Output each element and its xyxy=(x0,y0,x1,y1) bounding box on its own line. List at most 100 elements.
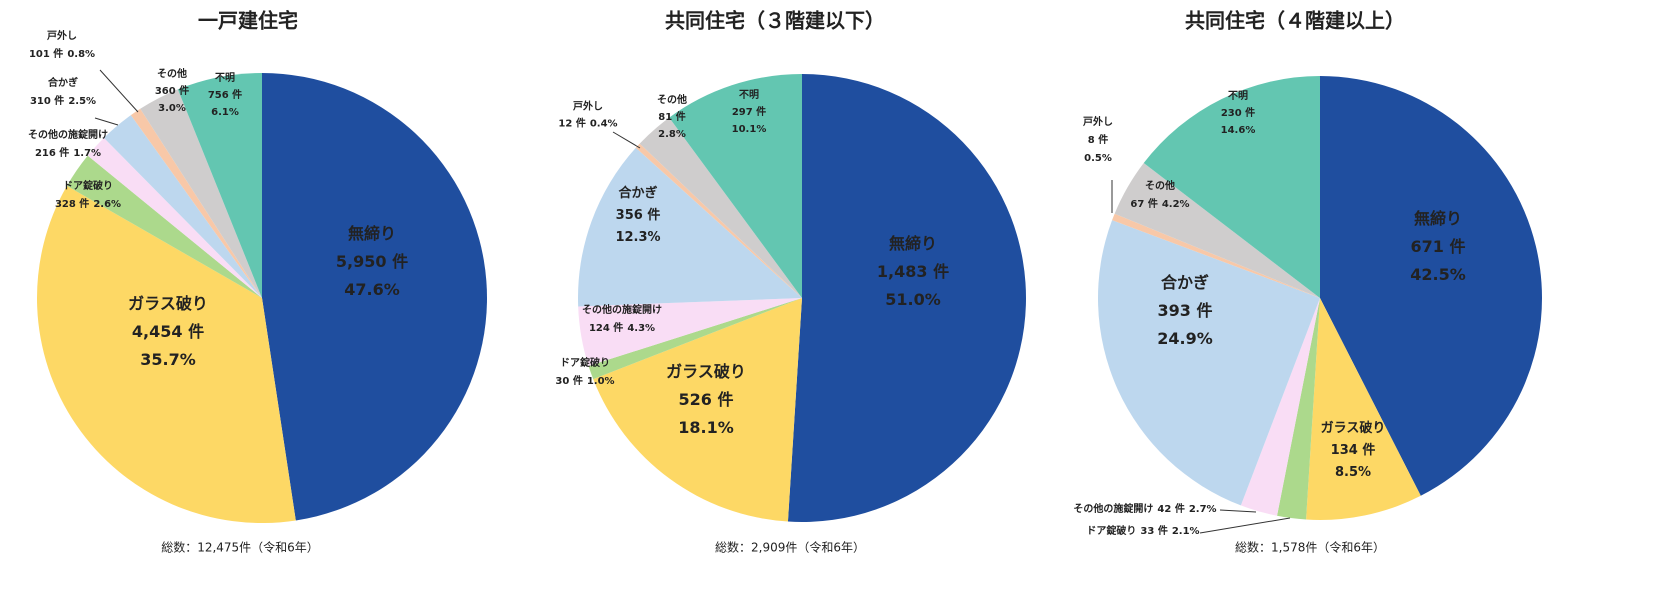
label-part: 67 件 xyxy=(1130,197,1157,210)
slice-label: 合かぎ xyxy=(1161,273,1209,292)
chart-title: 共同住宅（３階建以下） xyxy=(665,9,885,33)
label-part: その他の施錠開け xyxy=(28,128,108,141)
slice-label: 合かぎ xyxy=(47,76,78,89)
label-part: 不明 xyxy=(739,89,759,101)
pie-slice xyxy=(578,298,802,366)
label-part: 無締り xyxy=(1414,209,1462,228)
pie-slice xyxy=(787,74,1027,522)
pie-slice xyxy=(588,298,802,380)
label-part: 合かぎ xyxy=(618,185,657,201)
slice-label: 297 件 xyxy=(732,105,766,118)
label-part: 2.6% xyxy=(93,199,121,210)
label-part: 230 件 xyxy=(1221,106,1255,119)
label-part: その他 xyxy=(1145,179,1175,192)
slice-label: 24.9% xyxy=(1157,329,1213,348)
slice-label: 0.5% xyxy=(1084,153,1112,164)
slice-label: 360 件 xyxy=(155,84,189,97)
pie-slice xyxy=(1277,298,1320,520)
slice-label: 3.0% xyxy=(158,103,186,114)
pie-slice xyxy=(1240,298,1320,516)
slice-label: 無締り xyxy=(348,224,396,243)
pie-slice xyxy=(669,74,802,298)
slice-label: ドア錠破り xyxy=(560,356,610,369)
label-part: 47.6% xyxy=(344,280,400,299)
label-part: 30 件 xyxy=(555,374,582,387)
slice-label: 不明 xyxy=(1228,90,1248,102)
pie-slice xyxy=(1112,213,1320,298)
label-part: ドア錠破り xyxy=(63,179,113,192)
slice-label: 134 件 xyxy=(1331,442,1376,458)
label-part: 2.1% xyxy=(1172,526,1200,537)
label-part: 0.8% xyxy=(67,49,95,60)
label-part: 756 件 xyxy=(208,88,242,101)
label-part: 戸外し xyxy=(1083,115,1113,128)
label-part: 526 件 xyxy=(679,390,734,409)
label-part: 0.5% xyxy=(1084,153,1112,164)
label-part: 4,454 件 xyxy=(132,322,204,341)
label-part: 10.1% xyxy=(732,124,767,135)
slice-label: ガラス破り xyxy=(128,294,208,313)
slice-label: 356 件 xyxy=(616,207,661,223)
label-part: 0.4% xyxy=(590,119,618,130)
slice-label: 10.1% xyxy=(732,124,767,135)
slice-label: 6.1% xyxy=(211,107,239,118)
label-part: ガラス破り xyxy=(1321,420,1386,436)
slice-label: 12 件 0.4% xyxy=(558,117,617,130)
label-part: 戸外し xyxy=(47,29,77,42)
slice-label: 216 件 1.7% xyxy=(35,146,101,159)
label-part: ドア錠破り xyxy=(560,356,610,369)
slice-label: 無締り xyxy=(889,234,937,253)
slice-label: ドア錠破り xyxy=(63,179,113,192)
slice-label: 756 件 xyxy=(208,88,242,101)
slice-label: 393 件 xyxy=(1158,301,1213,320)
pie-slice xyxy=(262,73,488,521)
label-part: 不明 xyxy=(215,72,235,84)
pie-slice xyxy=(36,185,296,523)
slice-label: その他の施錠開け 42 件 2.7% xyxy=(1073,502,1216,515)
slice-label: 8.5% xyxy=(1335,465,1371,480)
label-part: 1.0% xyxy=(587,376,615,387)
slice-label: その他の施錠開け xyxy=(28,128,108,141)
slice-label: 8 件 xyxy=(1088,133,1108,146)
slice-label: その他 xyxy=(157,67,187,80)
pie-slice xyxy=(1306,298,1421,520)
label-part: 310 件 xyxy=(30,94,64,107)
pie-slice xyxy=(140,89,262,299)
pie-slice xyxy=(1320,76,1542,496)
total-label: 総数：12,475件（令和6年） xyxy=(161,540,319,555)
label-part: 216 件 xyxy=(35,146,69,159)
pie-slice xyxy=(1114,163,1320,298)
label-part: 35.7% xyxy=(140,350,196,369)
leader-line xyxy=(94,117,119,126)
label-part: 無締り xyxy=(348,224,396,243)
pie-slice xyxy=(639,117,802,299)
label-part: 不明 xyxy=(1228,90,1248,102)
label-part: 12.3% xyxy=(615,230,660,245)
slice-label: 35.7% xyxy=(140,350,196,369)
label-part: 8 件 xyxy=(1088,133,1108,146)
label-part: 134 件 xyxy=(1331,442,1376,458)
slice-label: 51.0% xyxy=(885,290,941,309)
label-part: 6.1% xyxy=(211,107,239,118)
slice-label: 戸外し xyxy=(47,29,77,42)
label-part: ドア錠破り xyxy=(1086,524,1136,537)
label-part: 3.0% xyxy=(158,103,186,114)
slice-label: 不明 xyxy=(739,89,759,101)
label-part: 14.6% xyxy=(1221,125,1256,136)
label-part: その他 xyxy=(157,67,187,80)
label-part: 2.5% xyxy=(68,96,96,107)
pie-slice xyxy=(578,147,802,307)
label-part: 8.5% xyxy=(1335,465,1371,480)
label-part: 12 件 xyxy=(558,117,585,130)
slice-label: 戸外し xyxy=(1083,115,1113,128)
pie-slice xyxy=(130,108,262,298)
slice-label: 310 件 2.5% xyxy=(30,94,96,107)
label-part: 51.0% xyxy=(885,290,941,309)
label-part: 393 件 xyxy=(1158,301,1213,320)
slice-label: 42.5% xyxy=(1410,265,1466,284)
chart-title: 一戸建住宅 xyxy=(198,9,298,33)
total-label: 総数：1,578件（令和6年） xyxy=(1235,540,1385,555)
label-part: 81 件 xyxy=(658,110,685,123)
slice-label: 30 件 1.0% xyxy=(555,374,614,387)
